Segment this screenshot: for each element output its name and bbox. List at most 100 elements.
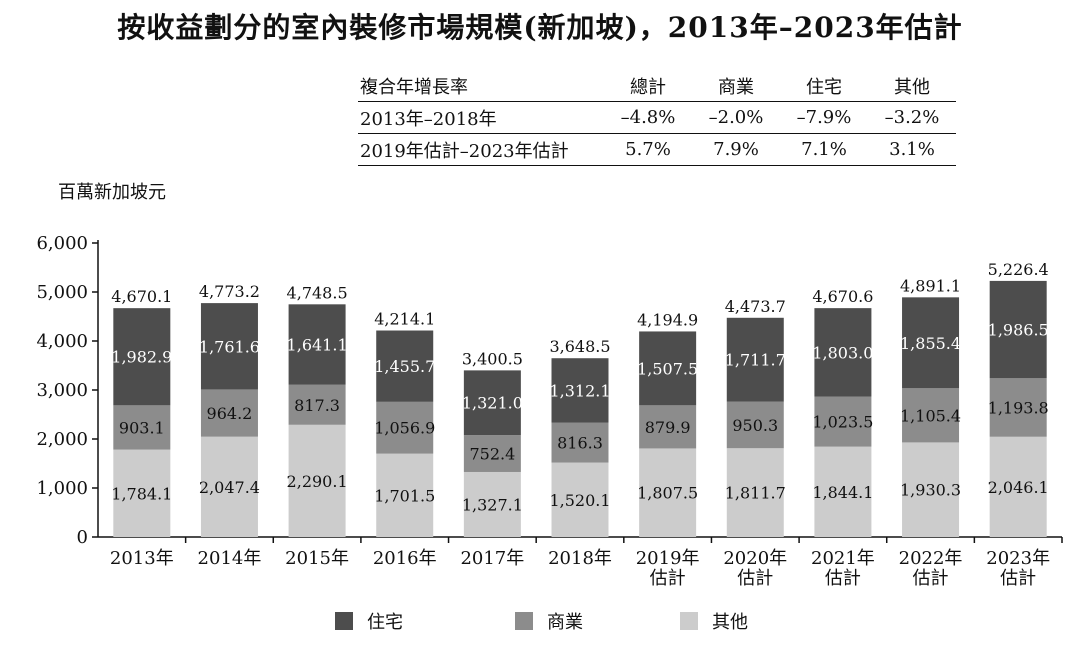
legend-swatch-other — [680, 612, 698, 630]
cagr-value: –4.8% — [604, 101, 692, 134]
x-tick-label: 2018年 — [548, 548, 612, 569]
y-tick-label: 0 — [77, 527, 88, 548]
bar-segment-residential — [639, 331, 697, 406]
bar-segment-other — [726, 448, 784, 537]
bar-segment-commercial — [113, 405, 171, 450]
x-tick-label: 估計 — [650, 568, 686, 589]
bar-segment-other — [814, 446, 872, 537]
data-label-other: 1,811.7 — [725, 484, 786, 503]
bar-segment-residential — [902, 297, 960, 389]
legend-label-other: 其他 — [712, 612, 748, 633]
bar-segment-other — [902, 442, 960, 537]
data-label-commercial: 903.1 — [119, 418, 165, 437]
total-label: 4,773.2 — [199, 282, 260, 301]
data-label-commercial: 1,056.9 — [374, 419, 435, 438]
total-label: 5,226.4 — [988, 260, 1049, 279]
x-tick-label: 2023年 — [986, 548, 1050, 569]
bar-segment-residential — [376, 330, 434, 402]
y-tick-label: 3,000 — [36, 380, 88, 401]
data-label-other: 1,327.1 — [462, 495, 523, 514]
legend-item-other: 其他 — [680, 608, 748, 634]
data-label-commercial: 964.2 — [207, 404, 253, 423]
data-label-other: 1,784.1 — [111, 484, 172, 503]
cagr-row: 2019年估計–2023年估計 5.7% 7.9% 7.1% 3.1% — [358, 133, 956, 166]
data-label-other: 1,844.1 — [812, 483, 873, 502]
cagr-header-other: 其他 — [868, 70, 956, 102]
cagr-period: 2013年–2018年 — [358, 101, 604, 134]
x-tick-label: 2015年 — [285, 548, 349, 569]
data-label-other: 1,930.3 — [900, 481, 961, 500]
total-label: 4,214.1 — [374, 310, 435, 329]
cagr-value: 5.7% — [604, 133, 692, 166]
bar-segment-other — [551, 462, 609, 537]
x-tick-label: 2019年 — [636, 548, 700, 569]
x-tick-label: 2013年 — [110, 548, 174, 569]
legend-item-residential: 住宅 — [335, 608, 403, 634]
bar-segment-residential — [113, 308, 171, 406]
data-label-commercial: 1,193.8 — [988, 398, 1049, 417]
x-tick-label: 估計 — [913, 568, 949, 589]
bar-segment-other — [200, 436, 258, 537]
y-tick-label: 1,000 — [36, 478, 88, 499]
data-label-commercial: 816.3 — [557, 434, 603, 453]
cagr-header-row: 複合年增長率 總計 商業 住宅 其他 — [358, 70, 956, 102]
cagr-header-commercial: 商業 — [692, 70, 780, 102]
data-label-commercial: 752.4 — [469, 445, 515, 464]
bar-segment-residential — [814, 308, 872, 397]
legend-swatch-commercial — [515, 612, 533, 630]
x-tick-label: 2021年 — [811, 548, 875, 569]
x-tick-label: 估計 — [825, 568, 861, 589]
bar-segment-commercial — [551, 422, 609, 463]
cagr-header-total: 總計 — [604, 70, 692, 102]
cagr-period: 2019年估計–2023年估計 — [358, 133, 604, 166]
bar-segment-other — [639, 448, 697, 537]
bar-segment-commercial — [726, 401, 784, 449]
bar-segment-other — [288, 424, 346, 537]
y-tick-label: 2,000 — [36, 429, 88, 450]
total-label: 3,648.5 — [549, 337, 610, 356]
bar-segment-other — [376, 453, 434, 537]
data-label-residential: 1,803.0 — [812, 343, 873, 362]
bar-segment-commercial — [902, 388, 960, 443]
legend-swatch-residential — [335, 612, 353, 630]
y-tick-label: 4,000 — [36, 331, 88, 352]
x-tick-label: 2020年 — [723, 548, 787, 569]
x-tick-label: 2017年 — [460, 548, 524, 569]
cagr-header-residential: 住宅 — [780, 70, 868, 102]
cagr-value: 3.1% — [868, 133, 956, 166]
data-label-residential: 1,321.0 — [462, 394, 523, 413]
bar-segment-other — [113, 449, 171, 537]
bar-segment-residential — [200, 303, 258, 390]
cagr-row: 2013年–2018年 –4.8% –2.0% –7.9% –3.2% — [358, 101, 956, 134]
bar-segment-commercial — [200, 389, 258, 437]
cagr-table: 複合年增長率 總計 商業 住宅 其他 2013年–2018年 –4.8% –2.… — [358, 70, 956, 166]
data-label-other: 1,520.1 — [549, 491, 610, 510]
data-label-other: 2,290.1 — [287, 472, 348, 491]
bar-segment-commercial — [376, 401, 434, 454]
cagr-value: –7.9% — [780, 101, 868, 134]
total-label: 3,400.5 — [462, 349, 523, 368]
bar-segment-residential — [463, 370, 521, 436]
bar-segment-residential — [989, 280, 1047, 379]
x-tick-label: 估計 — [1000, 568, 1036, 589]
legend-label-commercial: 商業 — [547, 612, 583, 633]
bar-segment-commercial — [463, 435, 521, 472]
x-tick-label: 2022年 — [899, 548, 963, 569]
legend-item-commercial: 商業 — [515, 608, 583, 634]
bar-segment-other — [989, 436, 1047, 537]
cagr-value: –3.2% — [868, 101, 956, 134]
bar-segment-commercial — [989, 378, 1047, 437]
total-label: 4,748.5 — [287, 283, 348, 302]
bar-segment-commercial — [814, 396, 872, 447]
data-label-residential: 1,855.4 — [900, 334, 961, 353]
data-label-residential: 1,507.5 — [637, 359, 698, 378]
total-label: 4,194.9 — [637, 310, 698, 329]
total-label: 4,891.1 — [900, 276, 961, 295]
data-label-residential: 1,711.7 — [725, 351, 786, 370]
total-label: 4,670.1 — [111, 287, 172, 306]
total-label: 4,473.7 — [725, 297, 786, 316]
data-label-other: 1,807.5 — [637, 484, 698, 503]
cagr-value: 7.9% — [692, 133, 780, 166]
bar-segment-residential — [551, 358, 609, 423]
